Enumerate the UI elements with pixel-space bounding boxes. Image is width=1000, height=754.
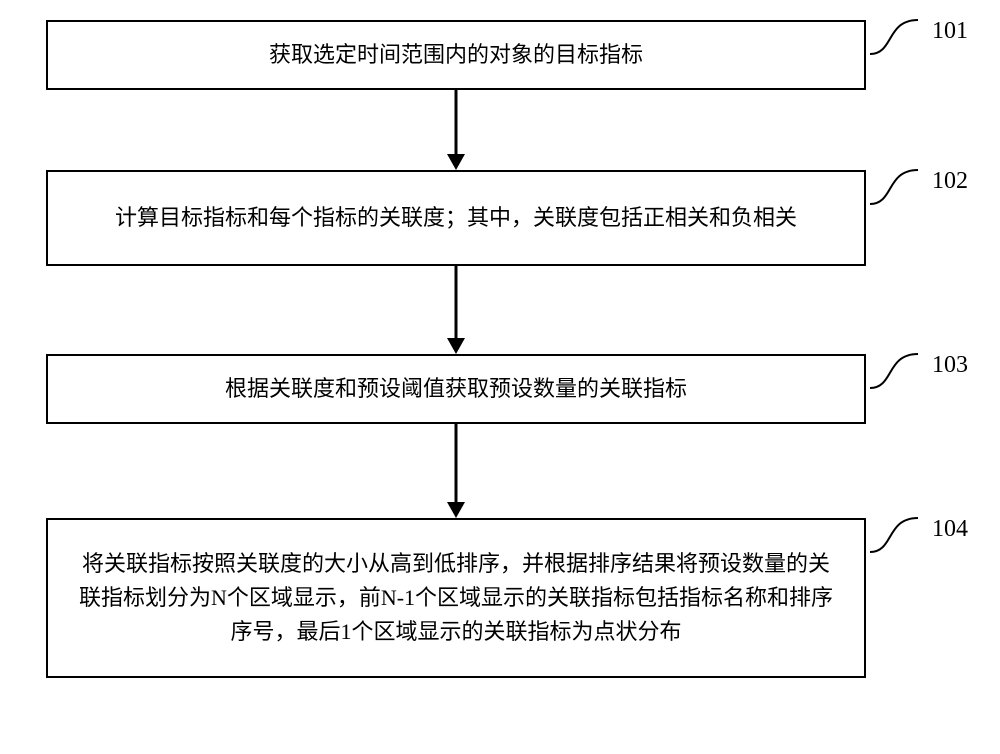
step-row-103: 根据关联度和预设阈值获取预设数量的关联指标 103: [46, 354, 956, 424]
step-box-102: 计算目标指标和每个指标的关联度；其中，关联度包括正相关和负相关: [46, 170, 866, 266]
connector-103: [46, 424, 866, 518]
step-row-102: 计算目标指标和每个指标的关联度；其中，关联度包括正相关和负相关 102: [46, 170, 956, 266]
step-box-104: 将关联指标按照关联度的大小从高到低排序，并根据排序结果将预设数量的关联指标划分为…: [46, 518, 866, 678]
step-label-103: 103: [932, 352, 968, 379]
step-row-101: 获取选定时间范围内的对象的目标指标 101: [46, 20, 956, 90]
step-label-104: 104: [932, 516, 968, 543]
label-bracket: [866, 14, 926, 58]
step-label-102: 102: [932, 168, 968, 195]
label-bracket: [866, 512, 926, 556]
step-box-101: 获取选定时间范围内的对象的目标指标: [46, 20, 866, 90]
label-bracket: [866, 164, 926, 208]
step-text: 获取选定时间范围内的对象的目标指标: [269, 38, 643, 72]
step-label-101: 101: [932, 18, 968, 45]
label-bracket: [866, 348, 926, 392]
step-text: 计算目标指标和每个指标的关联度；其中，关联度包括正相关和负相关: [115, 201, 797, 235]
step-text: 将关联指标按照关联度的大小从高到低排序，并根据排序结果将预设数量的关联指标划分为…: [76, 547, 836, 649]
step-text: 根据关联度和预设阈值获取预设数量的关联指标: [225, 372, 687, 406]
arrow-down: [445, 266, 467, 354]
arrow-down: [445, 424, 467, 518]
step-row-104: 将关联指标按照关联度的大小从高到低排序，并根据排序结果将预设数量的关联指标划分为…: [46, 518, 956, 678]
step-box-103: 根据关联度和预设阈值获取预设数量的关联指标: [46, 354, 866, 424]
arrow-down: [445, 90, 467, 170]
flowchart-root: 获取选定时间范围内的对象的目标指标 101 计算目标指标和每个指标的关联度；其中…: [46, 20, 956, 678]
connector-101: [46, 90, 866, 170]
connector-102: [46, 266, 866, 354]
